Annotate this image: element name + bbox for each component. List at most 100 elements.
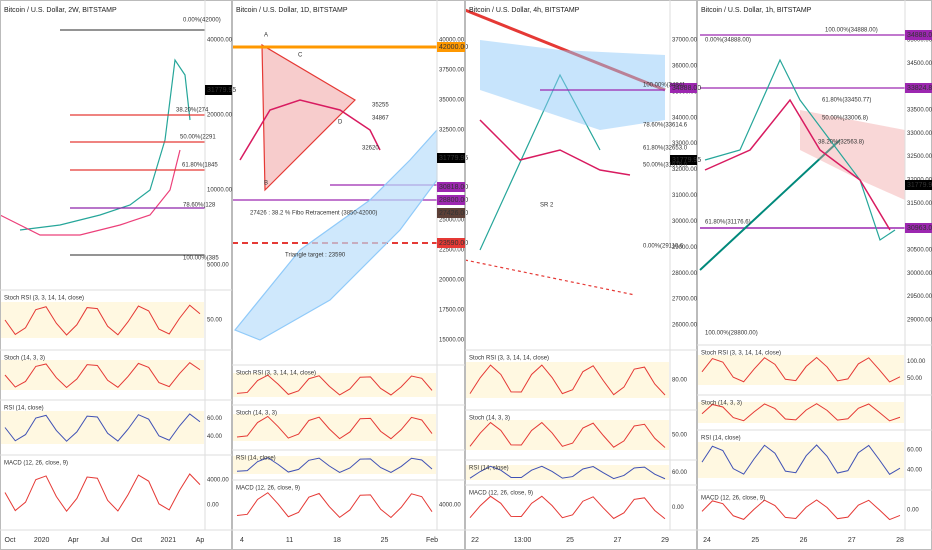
pane-label: RSI (14, close): [701, 436, 741, 442]
price-tick-label: 35000.00: [439, 98, 465, 104]
price-tag-box: [437, 238, 465, 248]
pane-tick-label: 80.00: [672, 378, 688, 384]
pane-label: RSI (14, close): [236, 456, 276, 462]
pane-tick-label: 60.00: [672, 470, 688, 476]
annotation: D: [338, 120, 343, 126]
annotation: 61.80%(31176.6): [705, 220, 751, 226]
oscillator-line: [469, 465, 666, 480]
price-tick-label: 25000.00: [439, 218, 465, 224]
pane-label: Stoch (14, 3, 3): [469, 416, 510, 422]
price-tick-label: 31500.00: [907, 201, 932, 207]
price-tick-label: 29500.00: [907, 294, 932, 300]
time-label: 26: [800, 537, 808, 544]
price-tick-label: 33000.00: [907, 131, 932, 137]
annotation: 61.80%(32653.0: [643, 146, 688, 152]
annotation: 0.00%(34888.00): [705, 38, 751, 44]
time-label: 13:00: [514, 537, 532, 544]
annotation: C: [298, 53, 303, 59]
pane-tick-label: 60.00: [207, 416, 223, 422]
price-tag-box: [905, 30, 932, 40]
price-tag-box: [437, 42, 465, 52]
time-label: 27: [848, 537, 856, 544]
price-tick-label: 33000.00: [672, 141, 698, 147]
annotation: 50.00%(33006.8): [822, 116, 868, 122]
oscillator-line: [236, 374, 433, 396]
pane-label: RSI (14, close): [469, 466, 509, 472]
annotation: 61.80%(33450.77): [822, 98, 871, 104]
price-tag-box: [905, 180, 932, 190]
price-tag-box: [437, 195, 465, 205]
chart-title: Bitcoin / U.S. Dollar, 2W, BITSTAMP: [4, 7, 117, 14]
time-label: 25: [751, 537, 759, 544]
time-label: 24: [703, 537, 711, 544]
oscillator-line: [469, 495, 666, 520]
oscillator-line: [4, 362, 201, 389]
price-tick-label: 32500.00: [907, 154, 932, 160]
annotation: Triangle target : 23590: [285, 253, 346, 259]
price-tick-label: 33500.00: [907, 108, 932, 114]
annotation: 0.00%(29110.6: [643, 244, 684, 250]
oscillator-band: [698, 355, 904, 385]
price-tick-label: 28000.00: [672, 271, 698, 277]
price-tag: 30963.00: [907, 225, 932, 232]
oscillator-band: [1, 411, 204, 444]
time-label: Oct: [5, 537, 16, 544]
annotation: 32620: [362, 146, 379, 152]
price-tick-label: 32000.00: [672, 167, 698, 173]
time-label: 22: [471, 537, 479, 544]
ma-line: [479, 119, 631, 176]
price-tag-box: [905, 83, 932, 93]
price-tick-label: 15000.00: [439, 338, 465, 344]
triangle: [261, 43, 356, 192]
annotation: 0.00%(42000): [183, 18, 221, 24]
annotation: 78.60%(128: [183, 203, 216, 209]
price-tick-label: 27000.00: [672, 297, 698, 303]
trend-line: [699, 139, 841, 271]
pane-label: Stoch RSI (3, 3, 14, 14, close): [236, 371, 316, 377]
oscillator-line: [701, 403, 901, 422]
chart-title: Bitcoin / U.S. Dollar, 1D, BITSTAMP: [236, 7, 348, 14]
annotation: A: [264, 33, 268, 39]
price-tick-label: 40000.00: [207, 38, 233, 44]
time-label: 27: [614, 537, 622, 544]
pane-tick-label: 50.00: [207, 318, 223, 324]
time-label: 4: [240, 537, 244, 544]
price-tick-label: 32500.00: [439, 128, 465, 134]
price-tag-box: [437, 182, 465, 192]
trend-line: [464, 259, 636, 296]
chart-title: Bitcoin / U.S. Dollar, 1h, BITSTAMP: [701, 7, 812, 14]
price-tick-label: 37500.00: [439, 68, 465, 74]
oscillator-band: [233, 414, 436, 441]
price-line: [704, 58, 896, 241]
annotation: 78.60%(33614.6: [643, 123, 688, 129]
price-tag-box: [670, 83, 697, 93]
time-label: 11: [286, 537, 293, 544]
price-tag-box: [437, 153, 465, 163]
oscillator-band: [466, 362, 669, 398]
price-tag: 30818.00: [439, 184, 468, 191]
oscillator-line: [236, 415, 433, 440]
pane-label: Stoch RSI (3, 3, 14, 14, close): [4, 296, 84, 302]
price-tick-label: 20000.00: [207, 113, 233, 119]
pane-label: Stoch (14, 3, 3): [236, 411, 277, 417]
annotation: 100.00%(34841: [643, 83, 686, 89]
price-tick-label: 31000.00: [672, 193, 698, 199]
annotation: 34867: [372, 116, 389, 122]
pane-tick-label: 50.00: [907, 376, 923, 382]
ma-line: [239, 99, 381, 161]
price-tag-box: [905, 223, 932, 233]
price-tag: 33824.84: [907, 85, 932, 92]
pane-tick-label: 4000.00: [207, 478, 229, 484]
time-label: Feb: [426, 537, 438, 544]
annotation: 61.80%(1845: [182, 163, 218, 169]
annotation: 100.00%(385: [183, 256, 219, 262]
annotation: 38.20%(274: [176, 108, 209, 114]
oscillator-band: [698, 402, 904, 423]
pane-label: Stoch RSI (3, 3, 14, 14, close): [701, 351, 781, 357]
oscillator-band: [466, 420, 669, 450]
time-label: Ap: [196, 537, 205, 544]
oscillator-line: [701, 499, 901, 521]
price-tick-label: 35000.00: [907, 38, 932, 44]
price-line: [19, 58, 191, 231]
